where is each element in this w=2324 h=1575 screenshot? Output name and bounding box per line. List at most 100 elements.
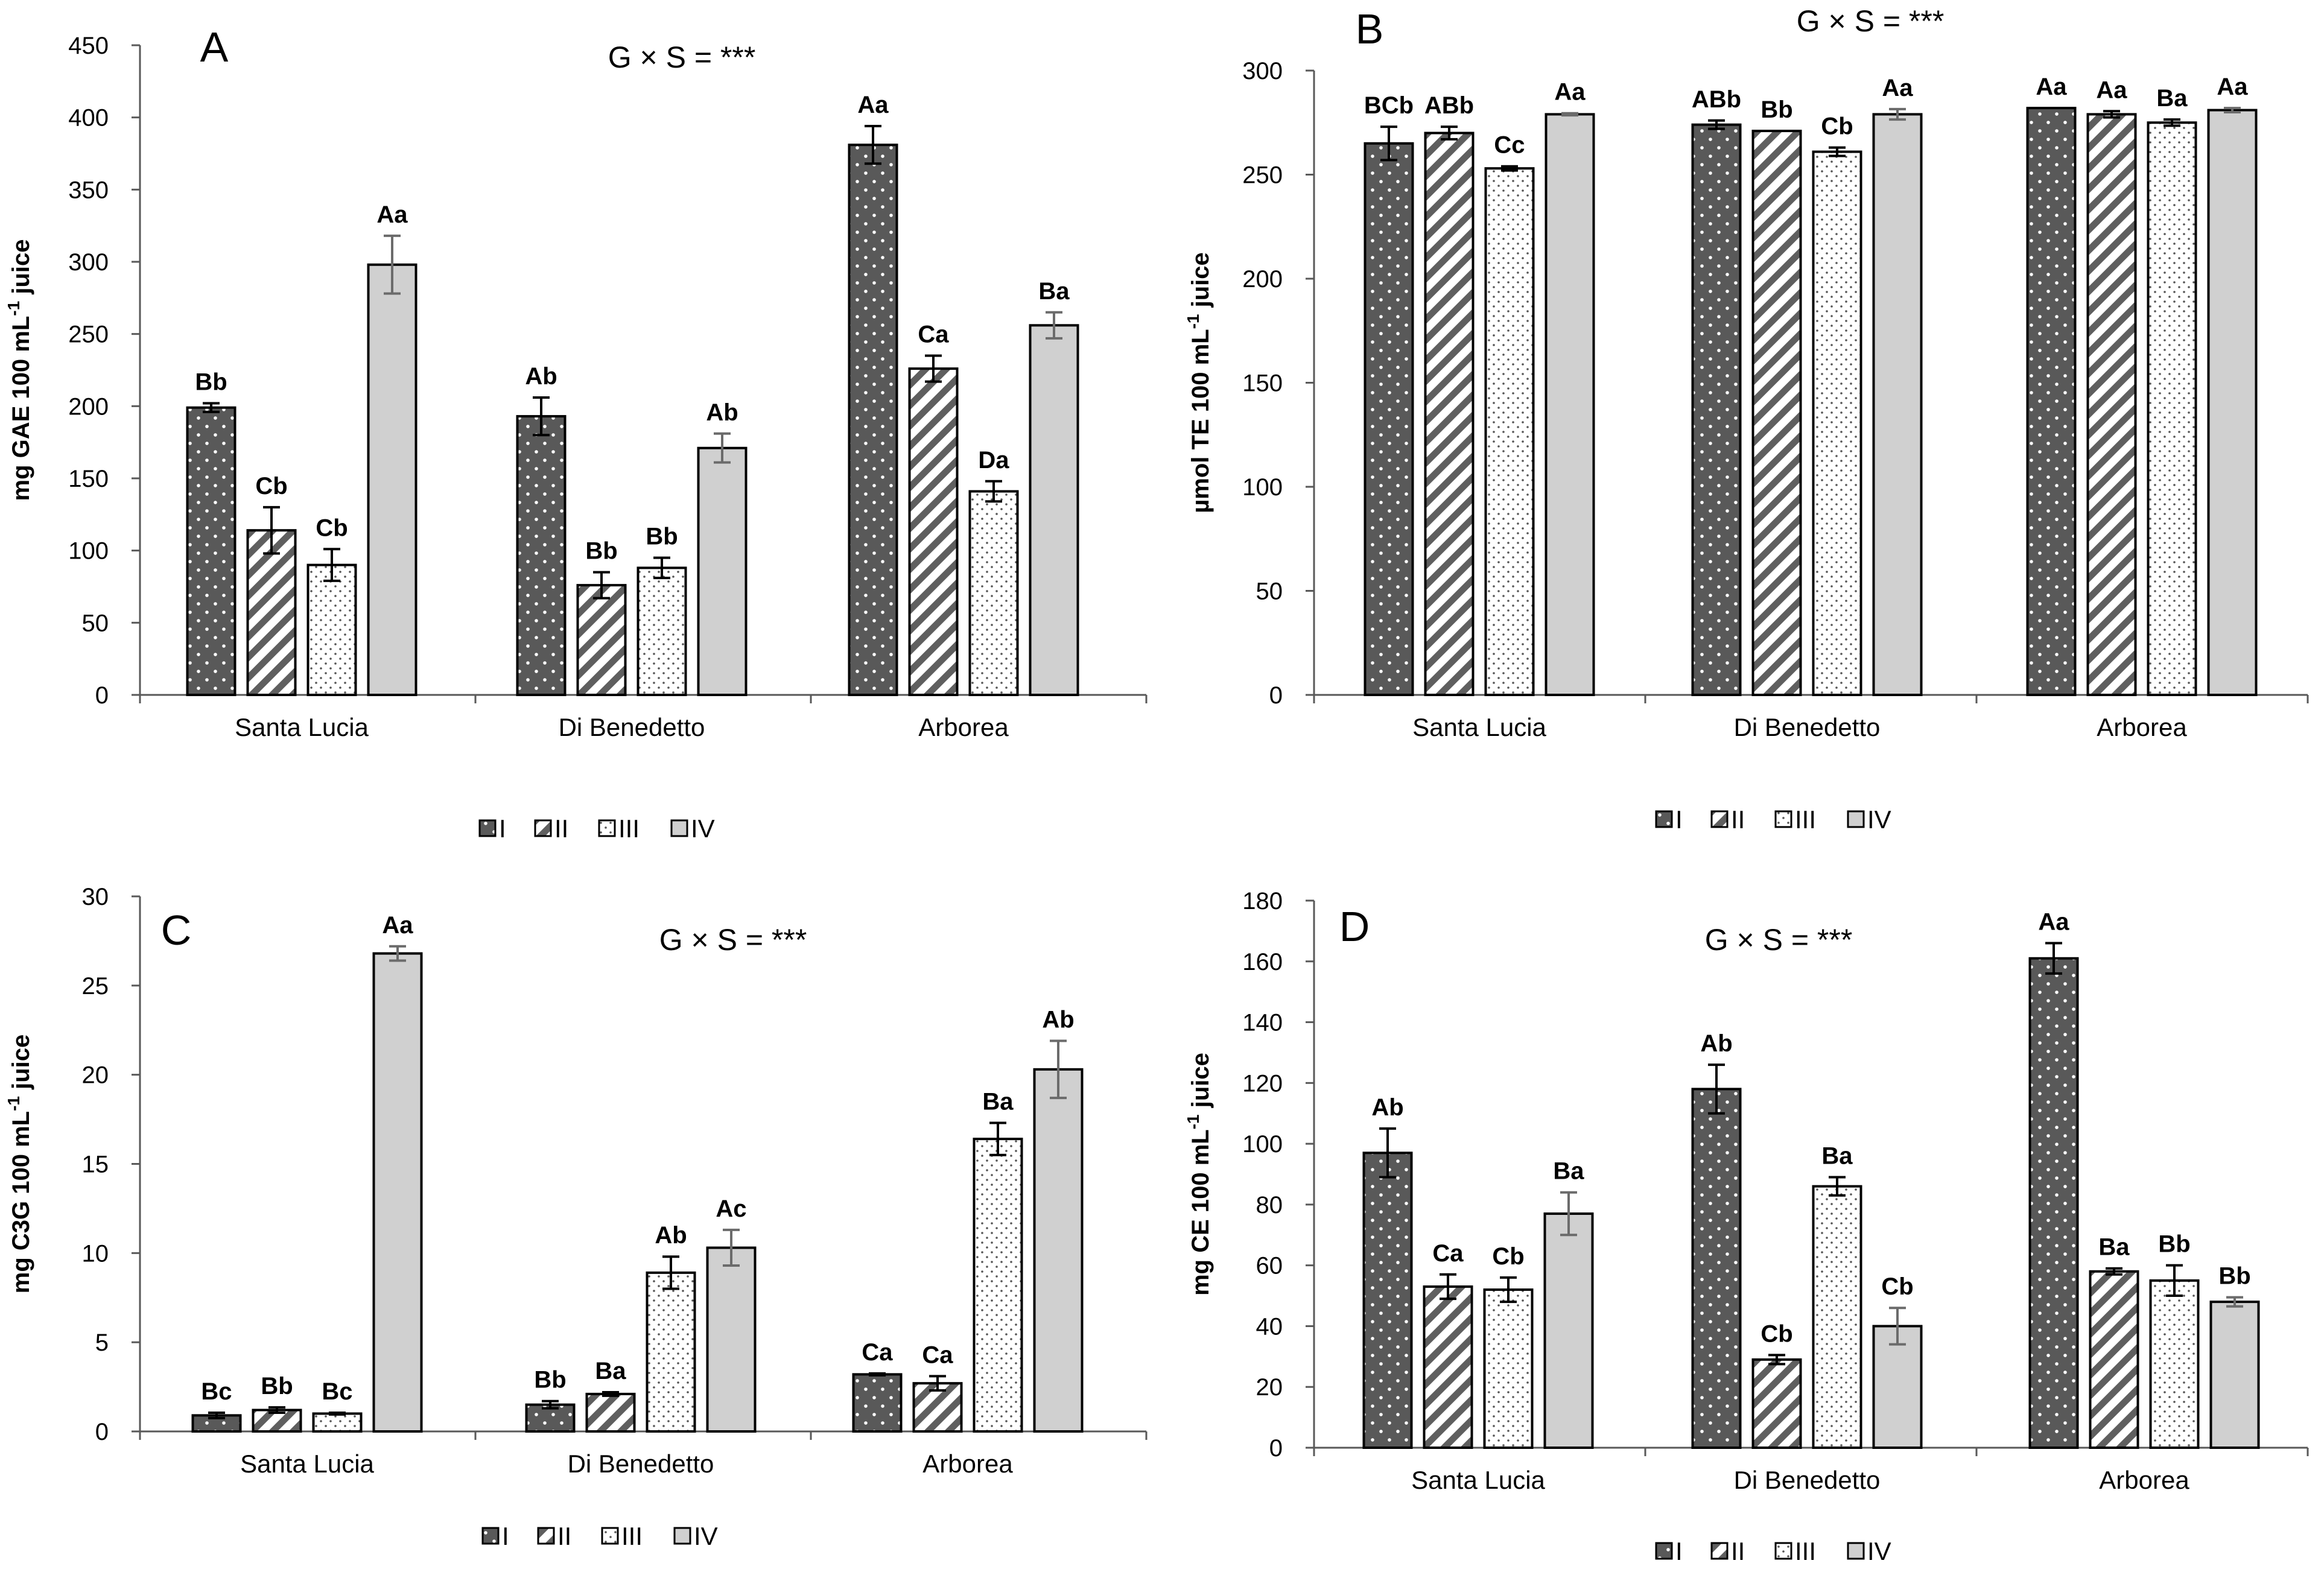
legend-label-i: I [502,1522,509,1550]
significance-label: Ab [1042,1006,1074,1033]
bar-iii-di-benedetto [1812,1185,1862,1449]
legend: I II III IV [478,814,715,843]
panel-letter: C [161,907,192,954]
significance-label: Ca [862,1339,893,1366]
significance-label: Cb [255,473,287,499]
significance-label: Da [978,447,1009,474]
bar-iv-arborea [2207,109,2258,697]
significance-label: Bb [646,524,678,550]
significance-label: Bc [201,1378,232,1405]
bar-iv-di-benedetto [1872,113,1923,696]
bar-iii-arborea [2149,1279,2200,1449]
y-axis-label-main: mg C3G 100 mL [8,1111,34,1293]
significance-label: Ca [922,1342,953,1368]
y-tick-label: 5 [95,1329,109,1356]
legend-swatch-iv [670,819,688,837]
bar-ii-santa-lucia [1423,1285,1473,1450]
bar-i-arborea [2026,107,2077,697]
bar-i-di-benedetto [1691,1088,1742,1449]
x-category-label: Santa Lucia [235,713,369,741]
legend-label-i: I [1675,1537,1683,1565]
significance-label: Aa [2217,74,2248,100]
y-axis-label-superscript: -1 [4,301,23,316]
bar-i-di-benedetto [516,415,567,696]
bar-i-arborea [848,144,898,696]
y-axis-label: µmol TE 100 mL-1 juice [1184,252,1214,513]
legend-label-ii: II [557,1522,571,1550]
x-category-label: Di Benedetto [568,1450,714,1478]
legend-swatch-iii [1774,1542,1792,1560]
bar-i-di-benedetto [1691,123,1742,696]
interaction-annotation: G × S = *** [1705,923,1853,957]
y-axis-label-main: mg GAE 100 mL [8,316,34,501]
panel-b: 0 50 100 150 200 250 300 Santa Lucia Di Benedett… [1184,4,2309,834]
panel-letter: A [200,24,229,71]
legend-swatch-i [1655,810,1673,828]
y-axis-label-main: µmol TE 100 mL [1187,329,1214,513]
bar-iii-di-benedetto [646,1271,696,1433]
significance-label: Ab [706,399,738,426]
legend: I II III IV [1655,805,1891,834]
significance-label: Aa [1554,79,1586,106]
significance-label: Cb [316,515,348,541]
legend-swatch-ii [537,1527,555,1545]
bar-iv-di-benedetto [1872,1325,1923,1449]
x-category-label: Arborea [2097,713,2187,741]
bar-iv-santa-lucia [367,263,417,696]
significance-label: Bb [261,1373,293,1399]
x-category-label: Di Benedetto [1734,1466,1881,1494]
significance-label: Ba [2156,85,2188,112]
legend-label-iii: III [1795,1537,1816,1565]
bar-iv-arborea [1029,324,1079,696]
significance-label: Cb [1821,113,1853,140]
y-tick-label: 0 [95,682,109,709]
panel-d: 0 20 40 60 80 100 120 140 160 180 Santa Lucia Di Be… [1184,888,2309,1565]
significance-label: ABb [1424,92,1474,119]
interaction-annotation: G × S = *** [608,40,756,74]
significance-label: Aa [2036,74,2067,100]
y-tick-label: 140 [1242,1010,1283,1036]
significance-label: BCb [1364,92,1414,119]
y-tick-label: 300 [68,249,109,276]
x-category-label: Di Benedetto [1734,713,1881,741]
x-category-label: Santa Lucia [1411,1466,1545,1494]
y-tick-label: 250 [68,322,109,348]
legend-swatch-iv [673,1527,691,1545]
interaction-annotation: G × S = *** [1797,4,1945,38]
y-tick-label: 40 [1256,1313,1283,1340]
significance-label: Bb [195,369,227,396]
legend-swatch-i [1655,1542,1673,1560]
significance-label: Ab [655,1222,687,1249]
legend-label-iii: III [621,1522,643,1550]
significance-label: Aa [1882,75,1913,101]
legend-label-iv: IV [1867,805,1891,834]
significance-label: Aa [2038,909,2069,936]
bar-i-arborea [852,1373,903,1433]
legend-label-ii: II [554,814,568,843]
significance-label: Cb [1881,1273,1913,1300]
y-tick-label: 80 [1256,1192,1283,1218]
y-axis-label-superscript: -1 [1184,1114,1202,1129]
bar-i-santa-lucia [186,406,237,697]
x-category-label: Arborea [2099,1466,2189,1494]
y-tick-label: 200 [68,393,109,420]
legend-swatch-iii [1774,810,1792,828]
significance-label: Bb [534,1367,566,1393]
bar-iv-di-benedetto [697,446,748,696]
y-tick-label: 300 [1242,58,1283,84]
bar-iii-santa-lucia [1483,1288,1534,1449]
legend-swatch-ii [1710,810,1729,828]
significance-label: Bc [322,1378,352,1405]
y-tick-label: 60 [1256,1253,1283,1279]
y-tick-label: 20 [1256,1374,1283,1401]
bar-ii-di-benedetto [1751,1358,1802,1450]
legend-label-i: I [499,814,506,843]
bar-iv-santa-lucia [1543,1212,1594,1450]
y-tick-label: 20 [82,1062,109,1089]
legend: I II III IV [481,1522,718,1550]
legend-swatch-iv [1847,1542,1865,1560]
y-tick-label: 10 [82,1240,109,1267]
bar-iii-santa-lucia [312,1412,363,1433]
interaction-annotation: G × S = *** [659,923,807,957]
bar-iv-santa-lucia [372,952,423,1433]
